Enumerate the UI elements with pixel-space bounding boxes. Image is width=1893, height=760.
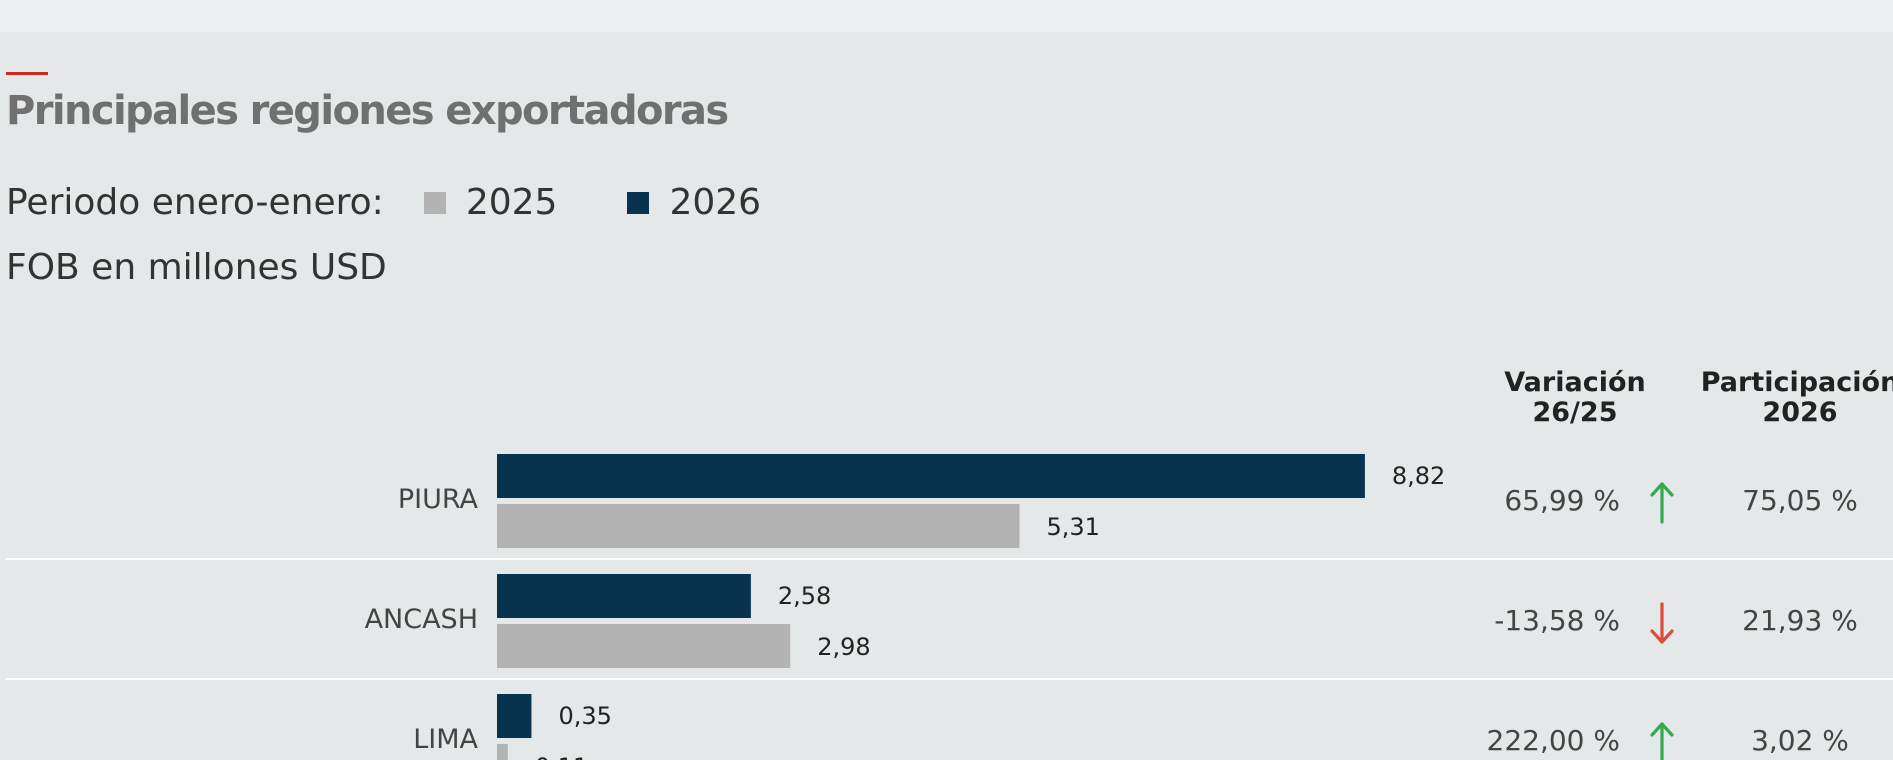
value-label-2026-lima: 0,35 — [558, 702, 611, 730]
bar-2025-lima — [497, 744, 508, 760]
value-label-2025-lima: 0,11 — [535, 753, 588, 760]
value-label-2025-piura: 5,31 — [1047, 513, 1100, 541]
arrow-up-icon — [1650, 722, 1674, 760]
title-accent-line — [6, 72, 48, 75]
category-label-ancash: ANCASH — [365, 604, 478, 635]
legend-label-2025: 2025 — [465, 182, 558, 223]
variation-value-ancash: -13,58 % — [1494, 604, 1620, 637]
variation-value-piura: 65,99 % — [1504, 484, 1620, 517]
column-header-variation-line1: Variación — [1504, 367, 1646, 398]
variation-value-lima: 222,00 % — [1487, 724, 1620, 757]
legend-swatch-2026 — [627, 191, 650, 214]
column-header-variation: Variación 26/25 — [1490, 368, 1660, 428]
share-value-ancash: 21,93 % — [1742, 604, 1858, 637]
arrow-down-icon — [1650, 602, 1674, 644]
share-value-piura: 75,05 % — [1742, 484, 1858, 517]
top-bar — [0, 0, 1893, 32]
category-label-piura: PIURA — [398, 484, 479, 515]
chart-title: Principales regiones exportadoras — [6, 88, 729, 134]
bar-2026-piura — [497, 454, 1365, 498]
period-legend-row: Periodo enero-enero: 2025 2026 — [6, 182, 761, 223]
column-header-variation-line2: 26/25 — [1532, 397, 1618, 428]
category-label-lima: LIMA — [413, 724, 478, 755]
share-value-lima: 3,02 % — [1751, 724, 1849, 757]
bar-2026-ancash — [497, 574, 751, 618]
legend-label-2026: 2026 — [669, 182, 762, 223]
legend-swatch-2025 — [423, 191, 446, 214]
column-header-share-line2: 2026 — [1762, 397, 1838, 428]
legend-item-2026: 2026 — [627, 182, 761, 223]
bar-chart: PIURA 8,82 5,31 65,99 % 75,05 % ANCASH 2,58 2,9… — [6, 454, 1893, 760]
legend-item-2025: 2025 — [423, 182, 558, 223]
value-label-2026-ancash: 2,58 — [778, 582, 831, 610]
bar-2026-lima — [497, 694, 532, 738]
bar-2025-ancash — [497, 624, 791, 668]
value-label-2026-piura: 8,82 — [1392, 462, 1445, 490]
arrow-up-icon — [1650, 482, 1674, 524]
period-label: Periodo enero-enero: — [6, 182, 384, 223]
column-header-share: Participación 2026 — [1700, 368, 1893, 428]
column-header-share-line1: Participación — [1700, 367, 1893, 398]
value-label-2025-ancash: 2,98 — [817, 633, 870, 661]
bar-2025-piura — [497, 504, 1020, 548]
unit-label: FOB en millones USD — [6, 247, 387, 288]
